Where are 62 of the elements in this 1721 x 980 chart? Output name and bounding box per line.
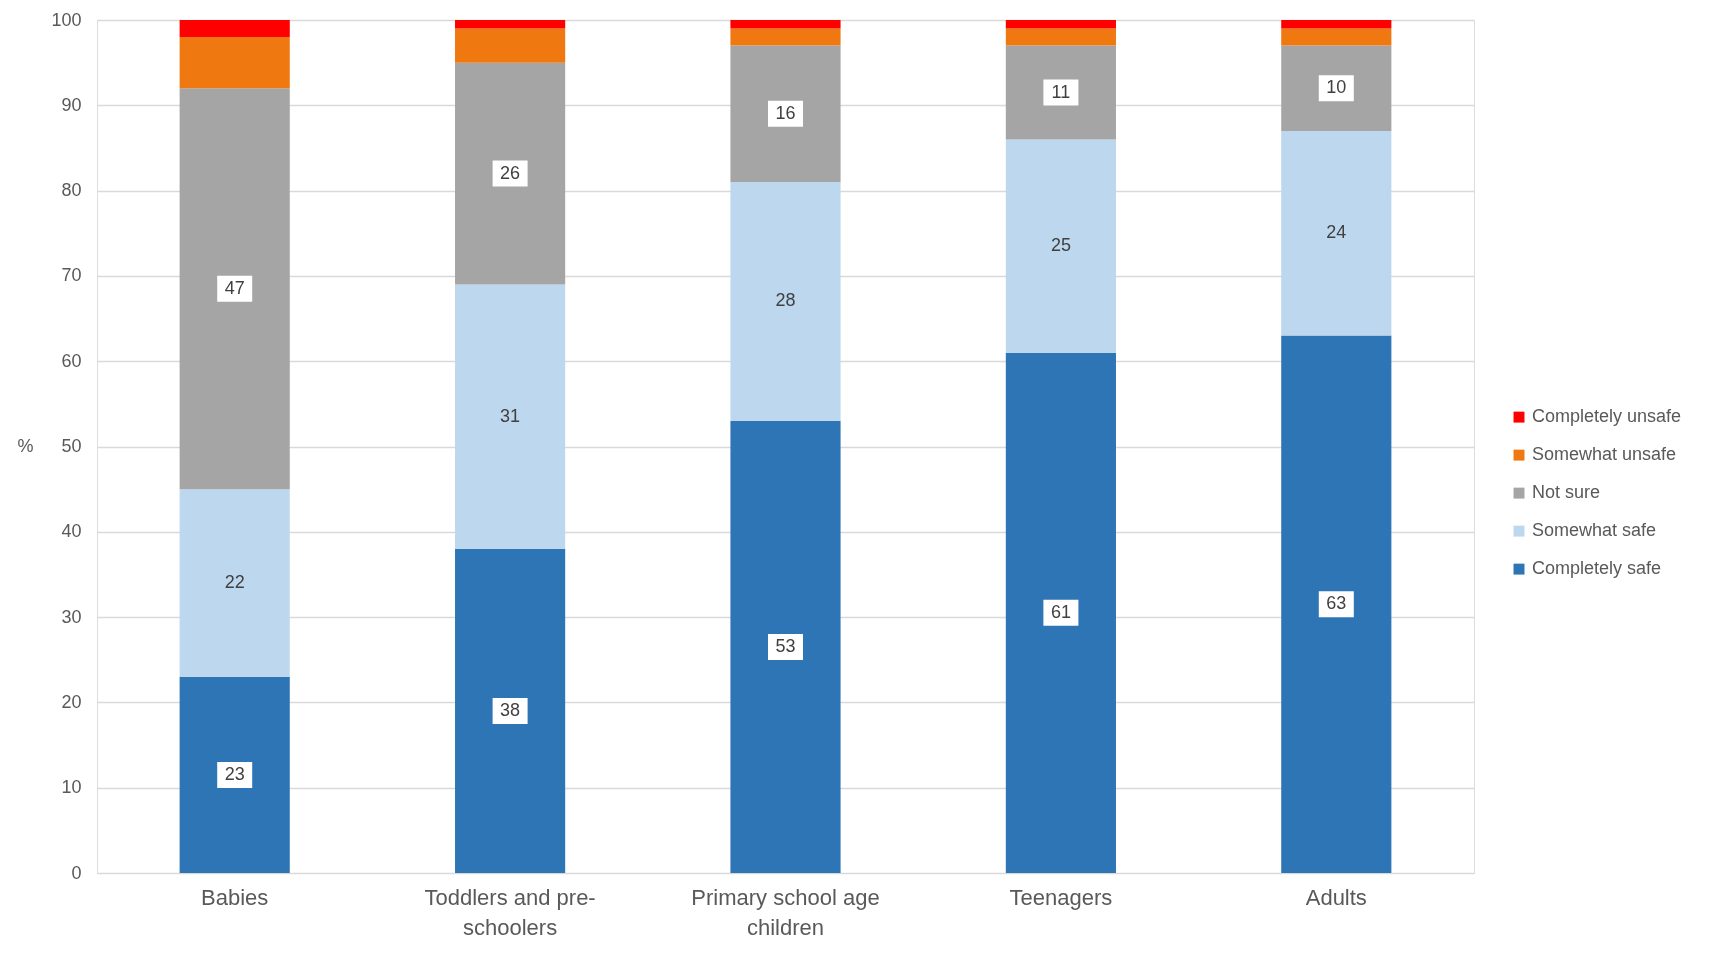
legend-label: Completely safe — [1532, 558, 1662, 579]
data-label: 31 — [500, 405, 521, 426]
y-tick-label: 50 — [61, 436, 82, 456]
x-tick-label: Adults — [1305, 884, 1367, 910]
data-label: 24 — [1326, 222, 1347, 243]
y-tick-label: 40 — [61, 521, 82, 542]
x-tick-label: Teenagers — [1009, 884, 1113, 910]
bar — [179, 489, 290, 677]
bar — [455, 548, 566, 873]
bar — [179, 20, 290, 38]
y-tick-label: 60 — [61, 350, 82, 371]
data-label: 61 — [1050, 601, 1071, 622]
bar — [455, 62, 566, 285]
bar — [1281, 20, 1392, 29]
data-label: 23 — [224, 763, 245, 784]
y-tick-label: 70 — [61, 265, 82, 286]
legend-label: Not sure — [1532, 482, 1601, 503]
y-tick-label: 30 — [61, 606, 82, 627]
data-label: 28 — [775, 290, 796, 311]
legend-label: Completely unsafe — [1532, 406, 1682, 427]
bar — [1281, 45, 1392, 131]
y-tick-label: 80 — [61, 180, 82, 201]
y-tick-label: 90 — [61, 94, 82, 115]
bar — [730, 420, 841, 873]
bar — [1005, 352, 1116, 873]
bar — [1005, 45, 1116, 140]
bar — [455, 20, 566, 29]
bar — [179, 37, 290, 89]
data-label: 47 — [224, 277, 245, 298]
data-label: 11 — [1051, 81, 1071, 102]
bar — [730, 20, 841, 29]
bar — [455, 28, 566, 63]
y-tick-label: 20 — [61, 691, 82, 712]
bar — [455, 284, 566, 549]
data-label: 10 — [1326, 77, 1347, 98]
data-label: 38 — [500, 699, 521, 720]
bar — [179, 676, 290, 873]
data-label: 26 — [500, 162, 521, 183]
bar — [179, 88, 290, 490]
x-tick-label: Babies — [201, 884, 269, 910]
y-tick-label: 10 — [61, 777, 82, 798]
bar — [1281, 335, 1392, 873]
bar — [1005, 28, 1116, 46]
bar — [1005, 20, 1116, 29]
data-label: 53 — [775, 635, 796, 656]
data-label: 22 — [224, 571, 245, 592]
x-tick-label: Primary school age children — [691, 884, 880, 940]
bar — [1281, 28, 1392, 46]
legend-label: Somewhat safe — [1532, 520, 1657, 541]
data-label: 63 — [1326, 593, 1347, 614]
data-label: 16 — [775, 102, 796, 123]
y-axis-title: % — [17, 436, 34, 456]
bar — [730, 182, 841, 421]
y-tick-label: 0 — [71, 862, 82, 883]
bar — [730, 45, 841, 183]
bar — [1281, 130, 1392, 336]
data-label: 25 — [1050, 235, 1071, 256]
x-tick-label: Toddlers and pre-schoolers — [424, 884, 596, 940]
bar — [1005, 139, 1116, 353]
y-tick-label: 100 — [51, 9, 82, 30]
legend-label: Somewhat unsafe — [1532, 444, 1677, 465]
bar — [730, 28, 841, 46]
